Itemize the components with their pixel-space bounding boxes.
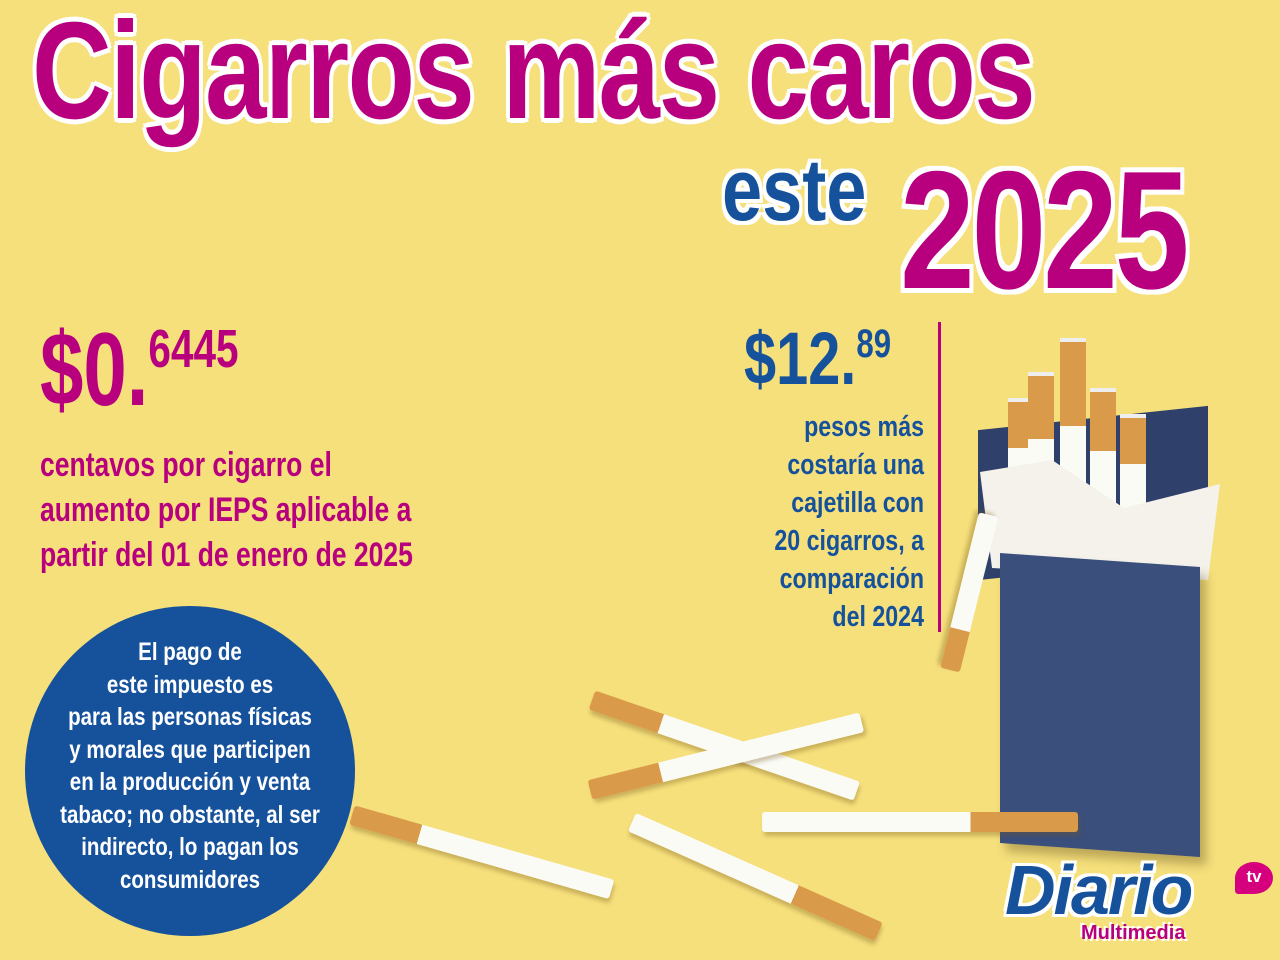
note-line: para las personas físicas: [68, 703, 312, 731]
headline-title: Cigarros más caros: [32, 0, 1036, 148]
desc-line: del 2024: [832, 601, 924, 633]
stat-right-decimals: 89: [856, 322, 892, 366]
stat-right-integer: $12.: [744, 317, 857, 400]
cigarette: [349, 805, 615, 900]
stat-left-description: centavos por cigarro el aumento por IEPS…: [40, 443, 413, 578]
info-circle: [25, 606, 355, 936]
note-line: y morales que participen: [69, 735, 311, 764]
info-circle-text: El pago de este impuesto es para las per…: [25, 636, 355, 896]
stat-left-price: $0.6445: [40, 318, 239, 422]
note-line: El pago de: [138, 638, 242, 666]
note-line: en la producción y venta: [69, 768, 311, 796]
note-line: tabaco; no obstante, al ser: [60, 800, 320, 829]
desc-line: centavos por cigarro el: [40, 446, 332, 484]
desc-line: partir del 01 de enero de 2025: [40, 536, 413, 574]
desc-line: cajetilla con: [791, 487, 924, 519]
divider-line: [938, 322, 941, 632]
note-line: este impuesto es: [106, 670, 274, 699]
desc-line: 20 cigarros, a: [774, 525, 924, 557]
desc-line: aumento por IEPS aplicable a: [40, 491, 412, 529]
note-line: consumidores: [119, 865, 261, 894]
desc-line: costaría una: [787, 449, 924, 481]
logo-tv-badge: tv: [1235, 862, 1273, 894]
cigarette: [627, 812, 883, 941]
stat-left-integer: $0.: [40, 312, 149, 428]
stat-right-price: $12.89: [744, 322, 891, 396]
logo-name: Diario: [1005, 851, 1193, 929]
headline-este: este: [722, 140, 867, 239]
cigarette: [940, 512, 999, 673]
headline-year: 2025: [900, 136, 1189, 324]
desc-line: comparación: [779, 563, 924, 595]
stat-left-decimals: 6445: [148, 319, 239, 379]
logo-sub: Multimedia: [1081, 922, 1186, 944]
stat-right-description: pesos más costaría una cajetilla con 20 …: [774, 408, 924, 636]
diario-multimedia-logo: Diario Multimedia tv: [1005, 851, 1275, 952]
note-line: indirecto, lo pagan los: [81, 833, 299, 861]
desc-line: pesos más: [804, 411, 924, 443]
cigarette: [762, 812, 1078, 832]
